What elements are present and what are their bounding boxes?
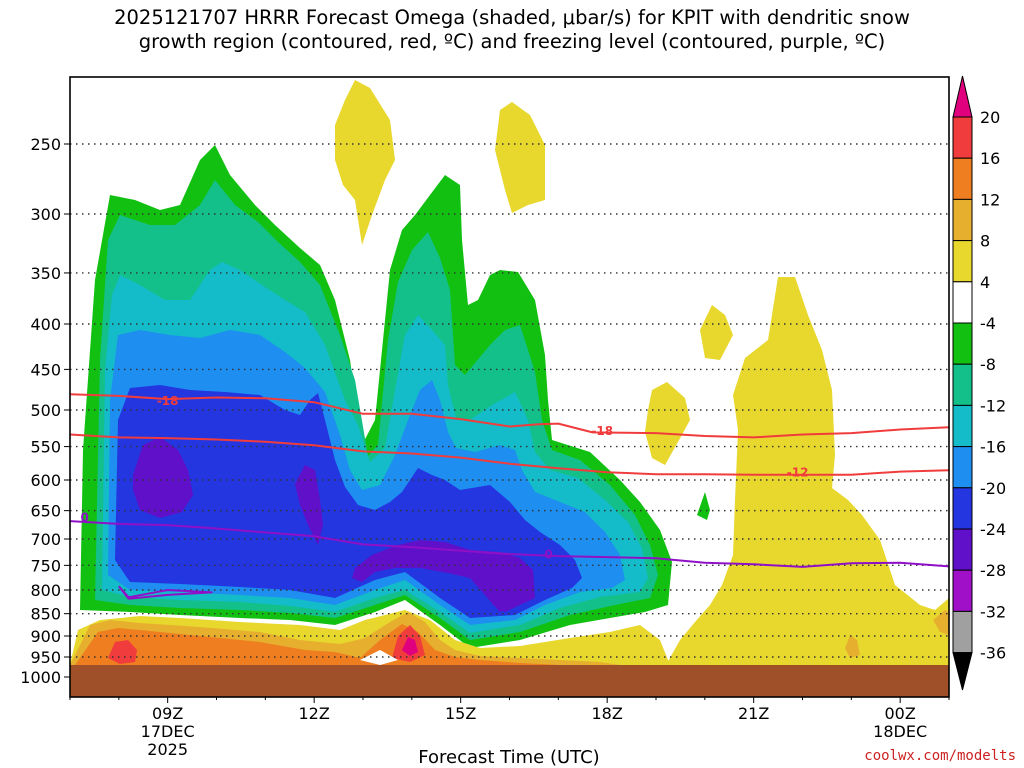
chart-title-line-2: growth region (contoured, red, ºC) and f…	[138, 30, 886, 53]
freezing-label-a: 0	[80, 510, 88, 524]
colorbar-label--16: -16	[980, 438, 1006, 457]
x-tick-label-00Z: 00Z	[885, 704, 916, 723]
colorbar-band	[952, 610, 973, 654]
contour-lines: -18 -18 -12 0 0	[69, 393, 950, 600]
y-tick-label-1000: 1000	[20, 668, 61, 687]
colorbar: 20 16 12 8 4 -4 -8 -12 -16 -20 -24 -28 -32 -36	[952, 75, 1006, 691]
y-tick-label-600: 600	[30, 471, 61, 490]
colorbar-label--12: -12	[980, 396, 1006, 415]
colorbar-band	[952, 487, 973, 530]
omega-region-orange-lower	[75, 624, 560, 665]
y-tick-label-700: 700	[30, 530, 61, 549]
colorbar-band	[952, 116, 973, 159]
pressure-gridlines	[70, 143, 949, 658]
x-tick-label-18Z: 18Z	[592, 704, 623, 723]
ground-surface	[70, 665, 949, 697]
colorbar-label--24: -24	[980, 520, 1006, 539]
contour-label-minus12: -12	[787, 466, 809, 480]
y-tick-label-900: 900	[30, 627, 61, 646]
y-tick-label-450: 450	[30, 360, 61, 379]
chart-title-line-1: 2025121707 HRRR Forecast Omega (shaded, …	[114, 6, 910, 29]
omega-region-gold-right-edge	[933, 610, 949, 635]
omega-region-purple-left	[133, 437, 193, 518]
colorbar-band	[952, 404, 973, 448]
colorbar-label-16: 16	[980, 149, 1000, 168]
colorbar-top-triangle	[952, 75, 973, 118]
colorbar-band	[952, 569, 973, 612]
x-tick-date-00Z: 18DEC	[873, 722, 927, 741]
colorbar-label--8: -8	[980, 355, 996, 374]
colorbar-band	[952, 281, 973, 324]
x-tick-label-09Z: 09Z	[152, 704, 183, 723]
freezing-level-contour	[69, 520, 950, 568]
x-tick-label-21Z: 21Z	[738, 704, 769, 723]
y-tick-label-300: 300	[30, 205, 61, 224]
y-tick-label-800: 800	[30, 581, 61, 600]
colorbar-band	[952, 240, 973, 283]
y-tick-label-500: 500	[30, 401, 61, 420]
y-tick-label-750: 750	[30, 556, 61, 575]
colorbar-band	[952, 363, 973, 406]
colorbar-band	[952, 157, 973, 200]
colorbar-label-8: 8	[980, 232, 990, 251]
x-tick-label-15Z: 15Z	[445, 704, 476, 723]
colorbar-label--20: -20	[980, 479, 1006, 498]
contour-label-minus18-b: -18	[591, 424, 613, 438]
omega-region-gold-right-dot	[845, 635, 860, 658]
colorbar-bottom-triangle	[952, 652, 973, 691]
colorbar-label-4: 4	[980, 273, 990, 292]
omega-region-yellow-small	[645, 382, 690, 465]
colorbar-label-20: 20	[980, 108, 1000, 127]
y-tick-label-250: 250	[30, 135, 61, 154]
temperature-contour--18	[69, 393, 950, 439]
omega-shading	[70, 80, 949, 697]
colorbar-label-12: 12	[980, 190, 1000, 209]
omega-region-purple-right	[490, 572, 520, 612]
y-tick-label-550: 550	[30, 438, 61, 457]
omega-region-magenta-center	[402, 637, 418, 656]
omega-region-purple-mid	[295, 465, 323, 545]
omega-region-red-left	[108, 640, 137, 664]
colorbar-band	[952, 528, 973, 571]
colorbar-label--36: -36	[980, 644, 1006, 663]
colorbar-label--4: -4	[980, 314, 996, 333]
y-axis: 250 300 350 400 450 500 550 600 650 700 750 800 850 9…	[20, 135, 70, 687]
omega-region-green-blip	[697, 492, 710, 520]
y-tick-label-350: 350	[30, 264, 61, 283]
omega-region-yellow-tiny	[700, 305, 733, 360]
colorbar-band	[952, 322, 973, 365]
freezing-label-b: 0	[544, 547, 552, 561]
contour-label-minus18-a: -18	[157, 394, 179, 408]
y-tick-label-400: 400	[30, 315, 61, 334]
x-axis-title: Forecast Time (UTC)	[418, 747, 599, 768]
colorbar-label--32: -32	[980, 602, 1006, 621]
colorbar-label--28: -28	[980, 561, 1006, 580]
omega-region-purple-lowmid	[352, 540, 535, 612]
x-tick-label-12Z: 12Z	[299, 704, 330, 723]
colorbar-band	[952, 198, 973, 242]
x-tick-date-09Z: 17DEC	[141, 722, 195, 741]
chart-title: 2025121707 HRRR Forecast Omega (shaded, …	[0, 6, 1024, 54]
omega-region-yellow-upper-left	[335, 80, 395, 245]
x-tick-year-09Z: 2025	[147, 740, 188, 759]
omega-region-yellow-upper-mid	[495, 102, 545, 213]
temperature-contour--12	[69, 433, 950, 476]
omega-region-yellow-right	[666, 277, 949, 665]
watermark: coolwx.com/modelts	[864, 748, 1016, 764]
y-tick-label-850: 850	[30, 605, 61, 624]
y-tick-label-650: 650	[30, 502, 61, 521]
freezing-level-contour-low-branch	[118, 585, 213, 600]
y-tick-label-950: 950	[30, 648, 61, 667]
colorbar-band	[952, 446, 973, 489]
omega-region-white-notch	[360, 650, 398, 665]
